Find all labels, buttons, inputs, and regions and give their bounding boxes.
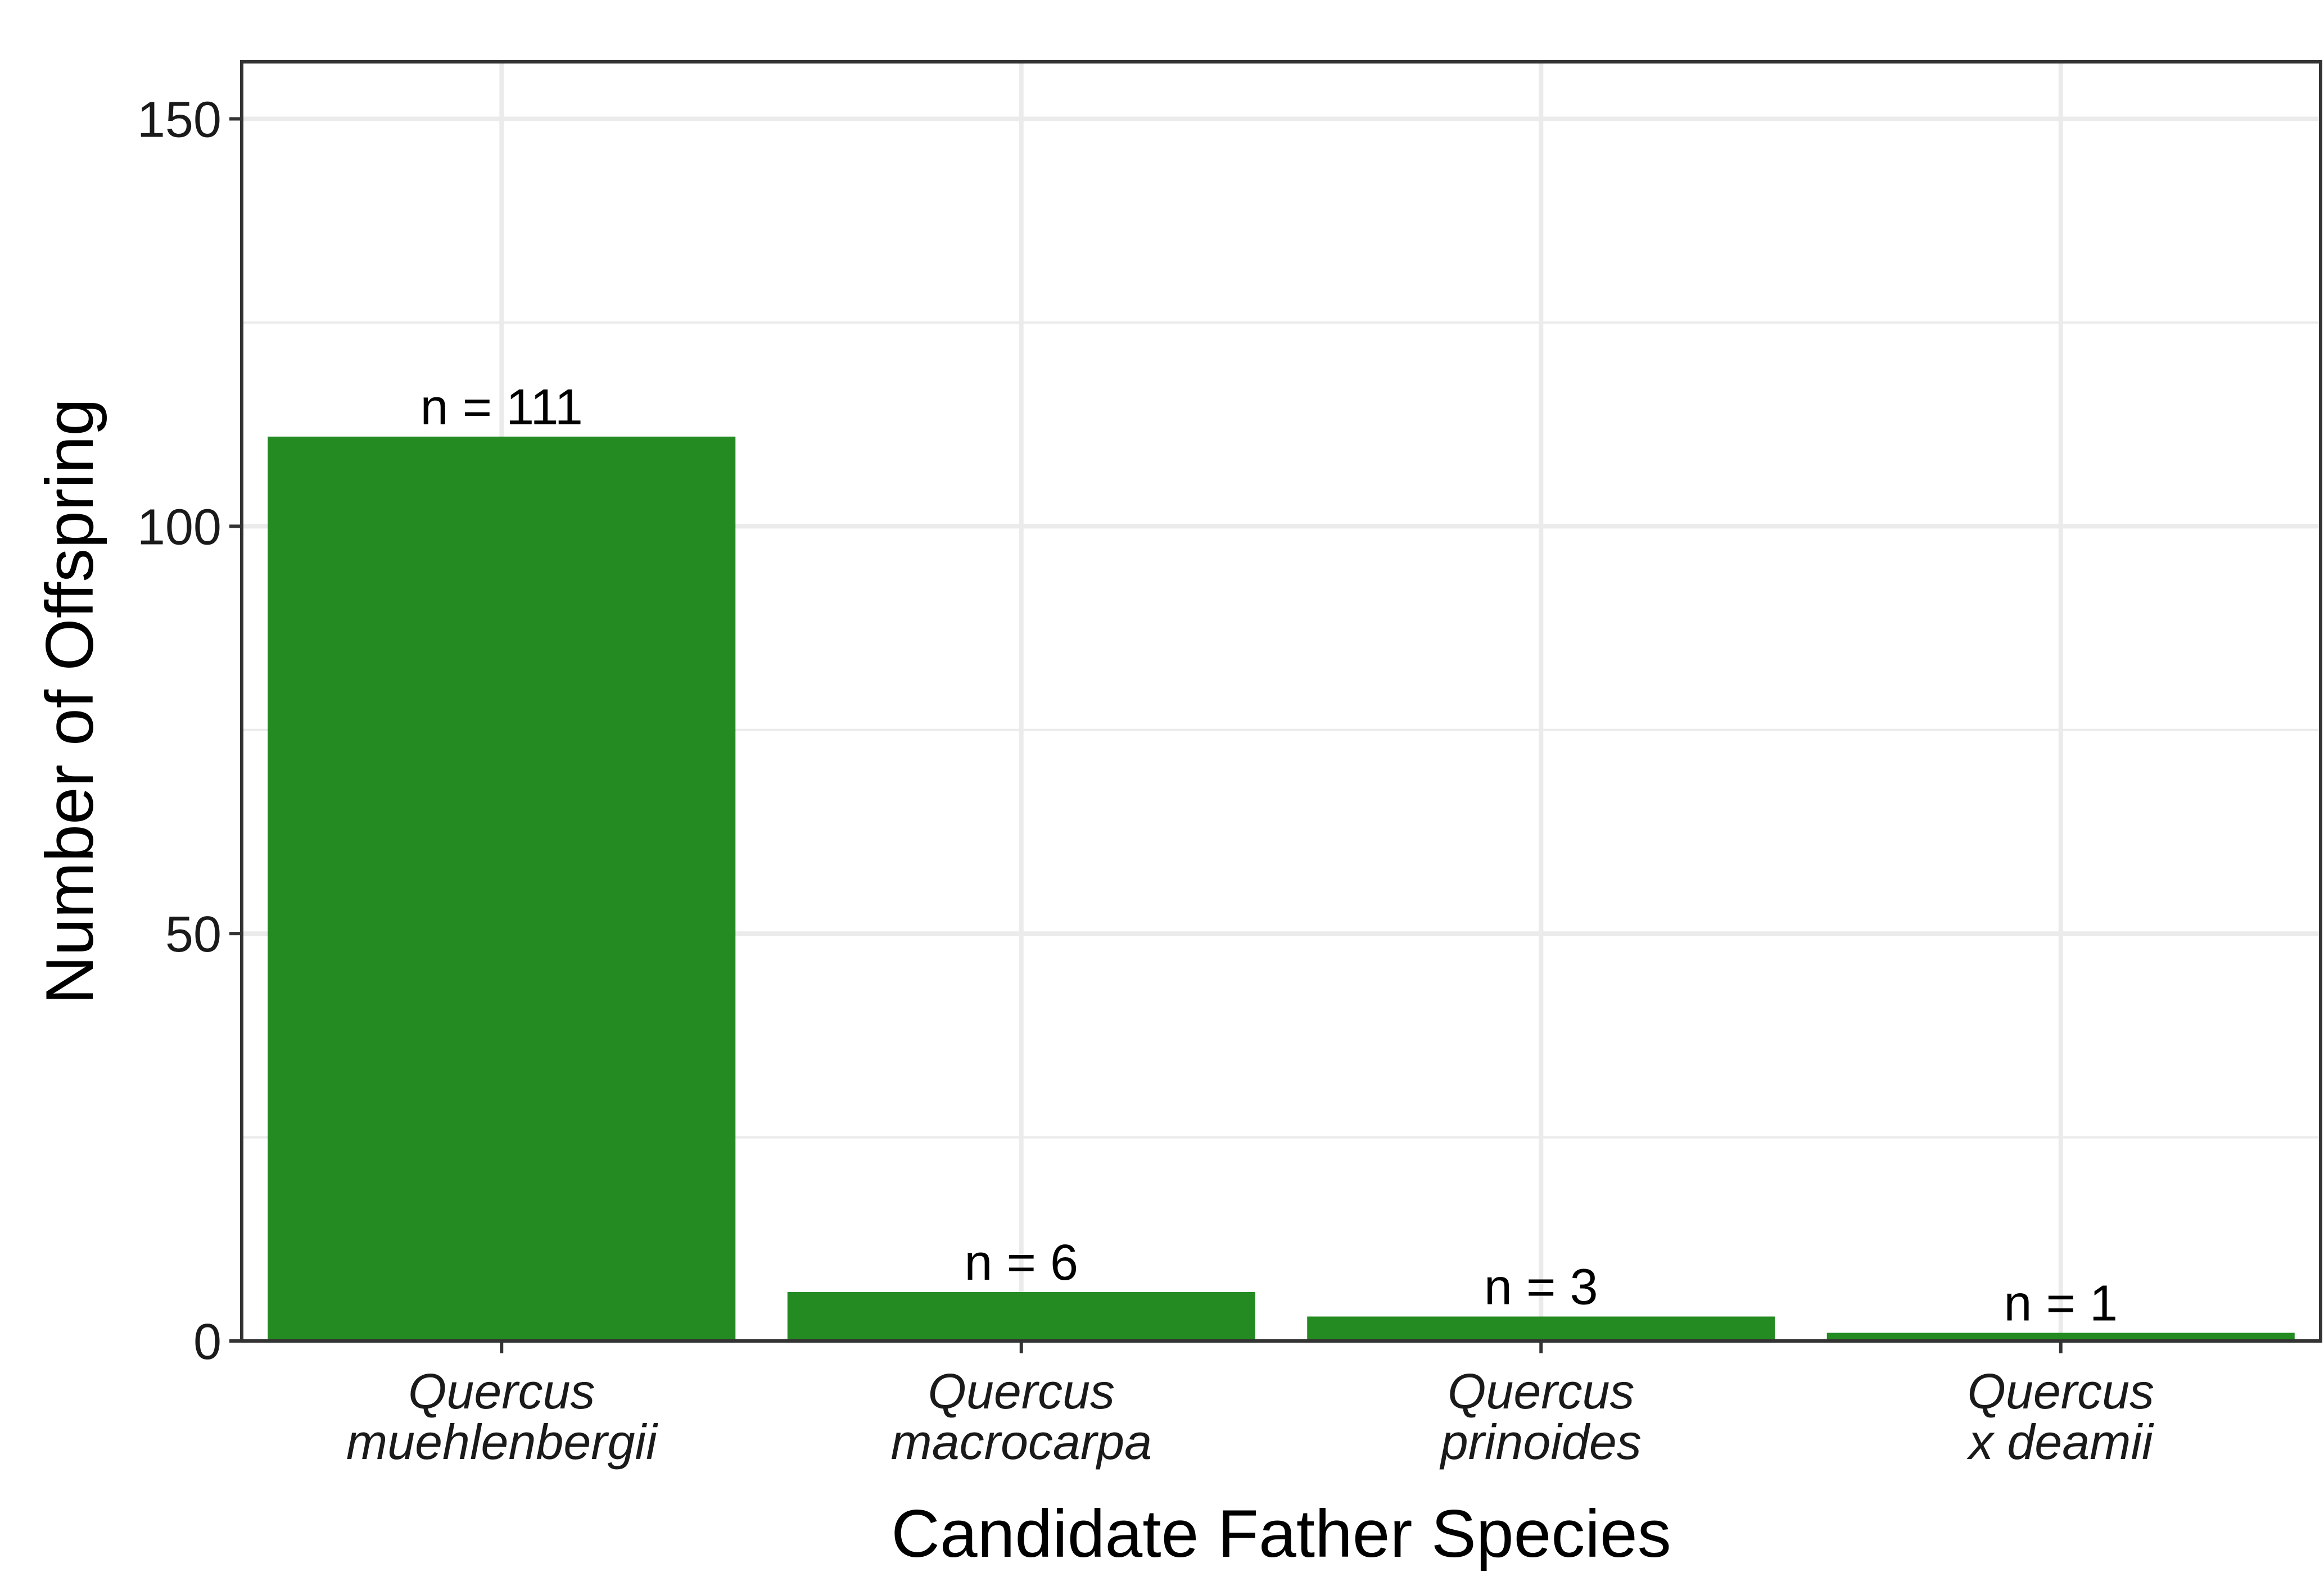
x-tick-label: prinoides — [1439, 1414, 1642, 1470]
data-label-3: n = 1 — [2004, 1276, 2118, 1332]
panel-border — [240, 60, 2322, 1343]
x-tick-label: Quercus — [408, 1363, 595, 1419]
y-tick-label: 150 — [137, 92, 221, 148]
x-axis-title: Candidate Father Species — [891, 1496, 1671, 1571]
data-label-1: n = 6 — [964, 1235, 1078, 1291]
bar-0 — [268, 436, 736, 1341]
bar-2 — [1307, 1316, 1775, 1341]
axes: 050100150QuercusmuehlenbergiiQuercusmacr… — [137, 60, 2322, 1470]
x-tick-label: muehlenbergii — [346, 1414, 658, 1470]
x-tick-label: x deamii — [1966, 1414, 2154, 1470]
x-tick-label: macrocarpa — [890, 1414, 1152, 1470]
y-axis-title: Number of Offspring — [32, 398, 107, 1004]
x-tick-label: Quercus — [1448, 1363, 1635, 1419]
bars — [268, 436, 2295, 1341]
data-label-0: n = 111 — [421, 379, 583, 436]
x-tick-label: Quercus — [1967, 1363, 2154, 1419]
y-tick-label: 50 — [165, 907, 221, 963]
bar-1 — [787, 1292, 1255, 1341]
data-labels: n = 111 n = 6 n = 3 n = 1 — [421, 379, 2118, 1332]
y-tick-label: 100 — [137, 499, 221, 555]
y-tick-label: 0 — [193, 1314, 221, 1370]
bar-3 — [1826, 1333, 2295, 1341]
data-label-2: n = 3 — [1484, 1259, 1598, 1316]
x-tick-label: Quercus — [928, 1363, 1115, 1419]
